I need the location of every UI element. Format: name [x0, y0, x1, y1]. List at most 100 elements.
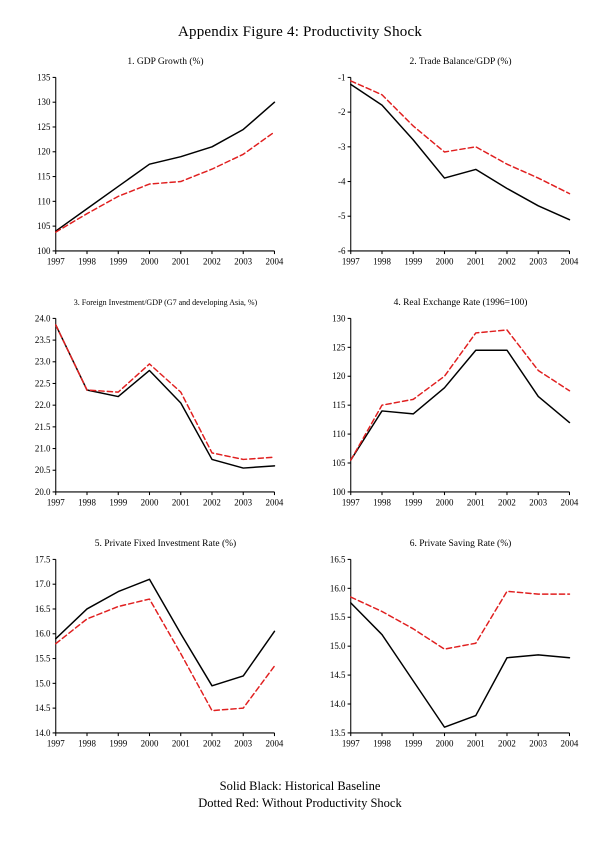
svg-text:1999: 1999	[109, 257, 127, 267]
svg-text:2000: 2000	[141, 498, 159, 508]
svg-text:1999: 1999	[404, 257, 422, 267]
svg-text:2001: 2001	[172, 257, 190, 267]
svg-text:125: 125	[37, 122, 51, 132]
svg-text:15.0: 15.0	[330, 641, 346, 651]
svg-text:1999: 1999	[109, 739, 127, 749]
svg-text:105: 105	[332, 458, 346, 468]
svg-text:16.5: 16.5	[330, 555, 346, 565]
svg-text:2002: 2002	[203, 498, 221, 508]
svg-text:22.5: 22.5	[35, 379, 51, 389]
svg-text:2004: 2004	[561, 739, 579, 749]
svg-text:2001: 2001	[172, 498, 190, 508]
svg-text:1998: 1998	[78, 498, 96, 508]
svg-text:21.0: 21.0	[35, 444, 51, 454]
svg-text:115: 115	[37, 172, 51, 182]
figure-legend: Solid Black: Historical Baseline Dotted …	[20, 778, 580, 811]
chart-title: 2. Trade Balance/GDP (%)	[409, 57, 512, 67]
chart-svg-real-exchange-rate: 100 105 110 115 120 125 130 1997 1998 1999 2000 200…	[332, 314, 579, 508]
svg-text:110: 110	[37, 196, 51, 206]
svg-text:1997: 1997	[47, 739, 65, 749]
svg-text:120: 120	[332, 371, 346, 381]
svg-text:23.5: 23.5	[35, 335, 51, 345]
svg-text:2000: 2000	[141, 739, 159, 749]
chart-title: 6. Private Saving Rate (%)	[409, 539, 512, 550]
svg-text:2001: 2001	[467, 257, 485, 267]
chart-svg-foreign-investment: 20.0 20.5 21.0 21.5 22.0 22.5 23.0 23.5 24.0 1997…	[35, 314, 284, 508]
svg-text:-4: -4	[338, 176, 346, 186]
svg-text:14.0: 14.0	[35, 728, 51, 738]
svg-text:1999: 1999	[404, 739, 422, 749]
svg-text:-5: -5	[338, 211, 346, 221]
svg-text:1997: 1997	[47, 498, 65, 508]
svg-text:-3: -3	[338, 142, 346, 152]
svg-text:15.5: 15.5	[35, 654, 51, 664]
svg-text:110: 110	[332, 429, 346, 439]
svg-text:16.0: 16.0	[35, 629, 51, 639]
svg-text:2004: 2004	[561, 257, 579, 267]
svg-text:2001: 2001	[467, 498, 485, 508]
page-title: Appendix Figure 4: Productivity Shock	[177, 24, 423, 40]
chart-panel-foreign-investment: 3. Foreign Investment/GDP (G7 and develo…	[20, 298, 285, 517]
svg-text:-1: -1	[338, 72, 345, 82]
chart-svg-gdp-growth: 100 105 110 115 120 125 130 135 1997 1998 1999 2000…	[37, 72, 284, 267]
svg-text:1997: 1997	[342, 739, 360, 749]
chart-panel-real-exchange-rate: 4. Real Exchange Rate (1996=100) 100 105 1…	[315, 298, 580, 517]
svg-text:2003: 2003	[529, 739, 547, 749]
svg-text:1997: 1997	[342, 498, 360, 508]
svg-text:2002: 2002	[203, 257, 221, 267]
svg-text:115: 115	[332, 400, 346, 410]
svg-text:2001: 2001	[467, 739, 485, 749]
chart-title: 5. Private Fixed Investment Rate (%)	[94, 539, 237, 550]
svg-text:2004: 2004	[561, 498, 579, 508]
chart-panel-trade-balance: 2. Trade Balance/GDP (%) -6 -5 -4 -3 -2 -1 199…	[315, 57, 580, 276]
svg-text:2001: 2001	[172, 739, 190, 749]
chart-svg-private-saving: 13.5 14.0 14.5 15.0 15.5 16.0 16.5 1997 1998 1999…	[330, 555, 579, 749]
svg-text:14.5: 14.5	[35, 703, 51, 713]
svg-text:2002: 2002	[498, 739, 516, 749]
chart-svg-trade-balance: -6 -5 -4 -3 -2 -1 1997 1998 1999 2000 2001 2002 2003…	[338, 72, 579, 267]
svg-text:1999: 1999	[404, 498, 422, 508]
chart-title: 1. GDP Growth (%)	[127, 57, 204, 67]
svg-text:2003: 2003	[234, 257, 252, 267]
svg-text:2000: 2000	[436, 257, 454, 267]
svg-text:1998: 1998	[373, 498, 391, 508]
svg-text:130: 130	[37, 97, 51, 107]
svg-text:2000: 2000	[436, 739, 454, 749]
svg-text:24.0: 24.0	[35, 314, 51, 324]
svg-text:15.5: 15.5	[330, 613, 346, 623]
svg-text:2004: 2004	[266, 498, 284, 508]
svg-text:16.0: 16.0	[330, 584, 346, 594]
svg-text:125: 125	[332, 342, 346, 352]
svg-text:17.5: 17.5	[35, 555, 51, 565]
svg-text:100: 100	[37, 246, 51, 256]
svg-text:20.5: 20.5	[35, 465, 51, 475]
chart-panel-gdp-growth: 1. GDP Growth (%) 100 105 110 115 120 125 130 1…	[20, 57, 285, 276]
svg-text:-2: -2	[338, 107, 345, 117]
svg-text:2003: 2003	[234, 739, 252, 749]
svg-text:21.5: 21.5	[35, 422, 51, 432]
chart-panel-private-fixed-investment: 5. Private Fixed Investment Rate (%) 14.…	[20, 539, 285, 758]
svg-text:2003: 2003	[529, 498, 547, 508]
svg-text:13.5: 13.5	[330, 728, 346, 738]
svg-text:2003: 2003	[529, 257, 547, 267]
svg-text:2004: 2004	[266, 739, 284, 749]
svg-text:130: 130	[332, 314, 346, 324]
svg-text:1998: 1998	[373, 739, 391, 749]
svg-text:2004: 2004	[266, 257, 284, 267]
svg-text:120: 120	[37, 147, 51, 157]
chart-grid: 1. GDP Growth (%) 100 105 110 115 120 125 130 1…	[20, 57, 580, 758]
svg-text:20.0: 20.0	[35, 487, 51, 497]
svg-text:1999: 1999	[109, 498, 127, 508]
svg-text:23.0: 23.0	[35, 357, 51, 367]
svg-text:105: 105	[37, 221, 51, 231]
svg-text:16.5: 16.5	[35, 604, 51, 614]
svg-text:2002: 2002	[498, 498, 516, 508]
svg-text:2000: 2000	[436, 498, 454, 508]
legend-shock-label: Dotted Red: Without Productivity Shock	[198, 795, 402, 810]
chart-title: 3. Foreign Investment/GDP (G7 and develo…	[73, 298, 258, 308]
svg-text:1998: 1998	[373, 257, 391, 267]
svg-text:1998: 1998	[78, 257, 96, 267]
legend-baseline-label: Solid Black: Historical Baseline	[219, 779, 381, 794]
svg-text:14.0: 14.0	[330, 699, 346, 709]
